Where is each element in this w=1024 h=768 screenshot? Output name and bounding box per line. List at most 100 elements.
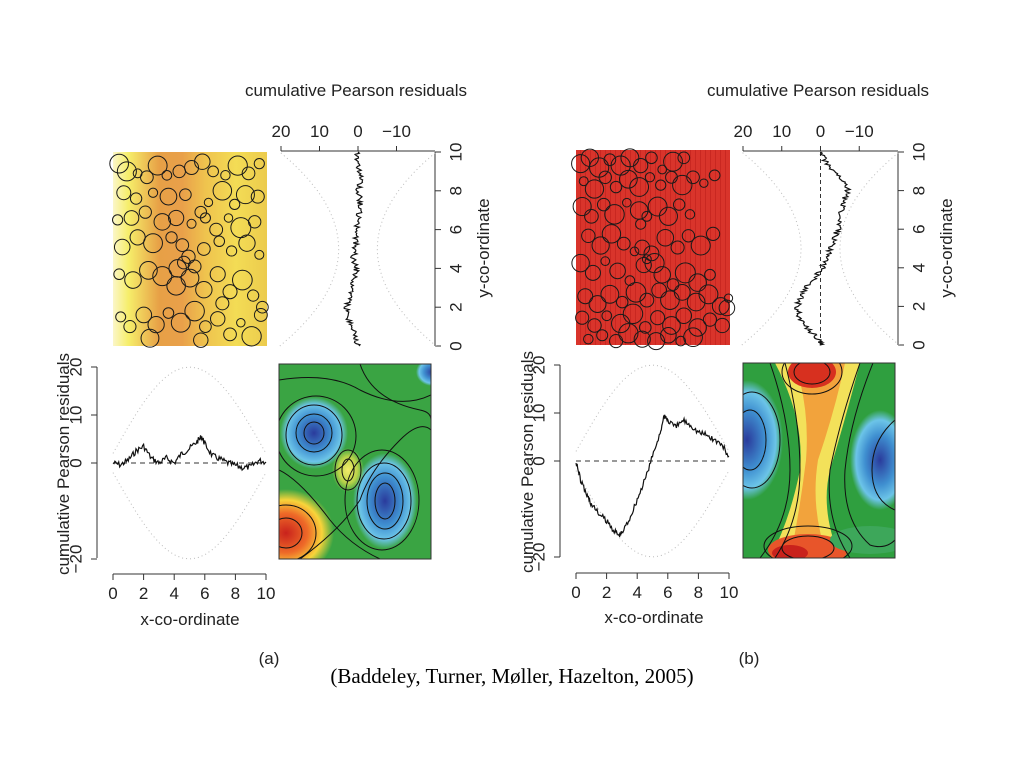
bottom-axis-tick-label: 4: [169, 584, 178, 603]
map-point: [641, 254, 652, 265]
left-axis-tick-label: 0: [529, 456, 548, 465]
right-axis-tick-label: 0: [446, 341, 465, 350]
map-point: [647, 332, 666, 351]
map-point: [688, 318, 707, 337]
map-point: [587, 318, 602, 333]
map-point: [584, 208, 599, 224]
map-point: [596, 197, 611, 212]
map-point: [210, 311, 226, 327]
confidence-envelope-upper: [112, 366, 267, 454]
confidence-envelope-left: [741, 151, 802, 346]
map-point: [112, 214, 124, 226]
map-point: [596, 329, 609, 342]
left-axis-tick-label: −20: [66, 545, 85, 574]
map-point: [153, 213, 172, 231]
map-point: [591, 236, 610, 255]
map-point: [571, 154, 591, 174]
map-point: [670, 240, 685, 255]
map-point: [193, 332, 209, 348]
map-point: [571, 253, 590, 273]
map-point: [658, 206, 678, 226]
map-point: [600, 256, 611, 266]
map-point: [718, 299, 736, 317]
map-point: [609, 262, 626, 280]
confidence-envelope-left: [279, 151, 340, 347]
map-point: [168, 209, 185, 227]
map-point: [673, 283, 691, 301]
bottom-axis-tick-label: 10: [720, 583, 739, 602]
right-axis-tick-label: 6: [909, 224, 928, 233]
map-point: [604, 204, 625, 225]
map-point: [655, 179, 667, 191]
cumulative-residual-path: [575, 414, 730, 538]
map-point: [620, 148, 640, 168]
bottom-axis-tick-label: 8: [694, 583, 703, 602]
map-point: [184, 300, 205, 322]
map-point: [675, 307, 693, 324]
bottom-axis-tick-label: 2: [139, 584, 148, 603]
map-point: [650, 310, 666, 326]
map-point: [175, 238, 190, 252]
map-point: [622, 197, 632, 208]
map-point: [625, 282, 647, 303]
map-point: [572, 197, 592, 217]
left-axis-tick-label: −20: [529, 543, 548, 572]
confidence-envelope-upper: [575, 364, 730, 452]
panel-b-smoothed-residuals: [742, 362, 896, 559]
map-point: [708, 169, 721, 182]
map-point: [616, 236, 631, 251]
map-point: [194, 153, 211, 170]
map-point: [180, 268, 200, 288]
map-point: [633, 330, 651, 348]
map-point: [250, 189, 265, 204]
confidence-envelope-lower: [112, 472, 267, 560]
map-point: [139, 260, 158, 280]
panel-a-x-profile: 0 2 4 6 8 10 20 10 0 −20 cumulative Pearson resid…: [54, 353, 275, 629]
citation: (Baddeley, Turner, Møller, Hazelton, 200…: [330, 664, 694, 688]
map-point: [129, 192, 143, 205]
map-point: [647, 196, 668, 217]
left-axis-tick-label: 20: [66, 358, 85, 377]
map-point: [657, 164, 668, 175]
map-point: [241, 166, 256, 181]
confidence-envelope-right: [839, 151, 900, 346]
map-point: [223, 213, 234, 223]
bottom-axis-tick-label: 4: [632, 583, 641, 602]
map-point: [223, 327, 237, 342]
map-point: [220, 170, 231, 181]
panel-a: cumulative Pearson residuals 20 10 0 −10024…: [54, 81, 493, 668]
map-point: [256, 300, 269, 314]
map-point: [229, 198, 241, 211]
map-point: [147, 187, 159, 198]
map-point: [147, 155, 168, 176]
map-point: [254, 249, 265, 260]
map-point: [651, 282, 668, 299]
panel-a-point-marks: [109, 153, 269, 348]
map-point: [115, 311, 127, 323]
panel-b-y-profile-plot: 20 10 0 −10 0 2 4 6 8 10: [734, 122, 929, 350]
left-axis-tick-label: 0: [66, 458, 85, 467]
map-point: [645, 151, 658, 165]
map-point: [236, 317, 246, 328]
bottom-axis-tick-label: 10: [257, 584, 276, 603]
map-point: [138, 205, 152, 219]
map-point: [624, 275, 636, 286]
top-axis-tick-label: −10: [382, 122, 411, 141]
panel-b-y-axis-label: y-co-ordinate: [937, 198, 956, 297]
map-point: [584, 264, 601, 281]
map-point: [159, 187, 178, 206]
map-point: [584, 179, 605, 199]
map-point: [238, 234, 256, 252]
top-axis-tick-label: 10: [310, 122, 329, 141]
top-axis-tick-label: 0: [353, 122, 362, 141]
map-point: [212, 181, 233, 201]
map-point: [698, 284, 719, 305]
map-point: [622, 303, 644, 325]
bottom-axis-tick-label: 0: [108, 584, 117, 603]
right-axis-tick-label: 2: [446, 302, 465, 311]
map-point: [109, 153, 129, 174]
panel-b-y-profile-title: cumulative Pearson residuals: [707, 81, 929, 100]
right-axis-tick-label: 10: [446, 143, 465, 162]
confidence-envelope-lower: [575, 470, 730, 558]
left-axis-tick-label: 20: [529, 356, 548, 375]
